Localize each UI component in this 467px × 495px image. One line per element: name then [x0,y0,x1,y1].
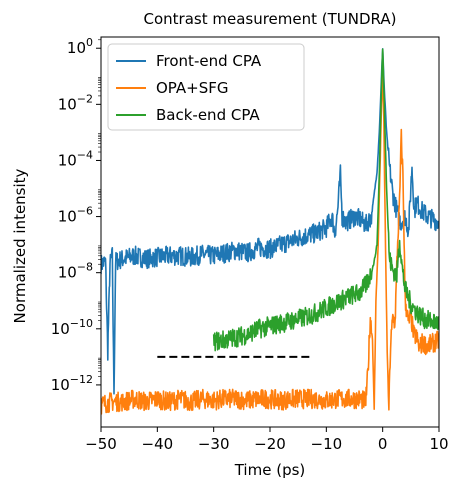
x-tick-label: −20 [254,435,286,453]
x-axis-label: Time (ps) [234,461,306,479]
legend-label: OPA+SFG [156,79,229,97]
y-tick-label: 10−6 [58,205,93,226]
x-tick-label: −50 [85,435,117,453]
y-tick-label: 10−10 [51,317,93,338]
y-tick-label: 100 [67,36,93,57]
y-axis: 100 10−2 10−4 10−6 10−8 10−10 10−12 [51,36,101,394]
series-line-back-end-cpa [212,48,439,352]
y-tick-label: 10−8 [58,261,93,282]
x-tick-label: −30 [198,435,230,453]
legend-label: Back-end CPA [156,106,260,124]
x-tick-label: 10 [429,435,448,453]
legend-label: Front-end CPA [156,52,262,70]
y-tick-label: 10−2 [58,92,93,113]
legend-box [107,43,305,131]
x-tick-label: −10 [311,435,343,453]
legend: Front-end CPA OPA+SFG Back-end CPA [107,43,305,131]
y-tick-label: 10−12 [51,373,93,394]
y-axis-label: Normalized intensity [11,168,29,323]
x-tick-label: −40 [142,435,174,453]
x-axis: −50 −40 −30 −20 −10 0 10 [85,427,449,453]
y-tick-label: 10−4 [58,148,93,169]
chart-title: Contrast measurement (TUNDRA) [144,10,397,28]
x-tick-label: 0 [378,435,388,453]
